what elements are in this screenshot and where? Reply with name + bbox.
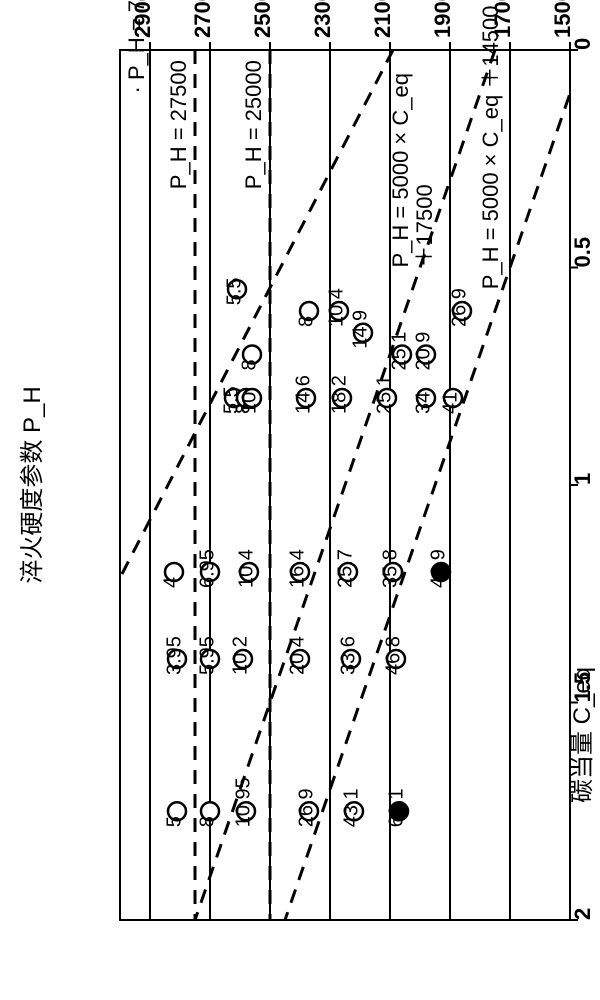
svg-text:23000: 23000 xyxy=(310,0,335,38)
svg-text:2: 2 xyxy=(570,908,595,920)
svg-text:P_H = 5000 × C_eq: P_H = 5000 × C_eq xyxy=(388,73,413,267)
svg-text:碳当量 C_eq: 碳当量 C_eq xyxy=(569,667,596,803)
svg-text:8: 8 xyxy=(295,316,317,327)
svg-text:0.5: 0.5 xyxy=(570,237,595,268)
svg-text:＋17500: ＋17500 xyxy=(412,184,437,267)
svg-text:34: 34 xyxy=(412,392,434,414)
svg-text:21000: 21000 xyxy=(370,0,395,38)
svg-text:41: 41 xyxy=(439,392,461,414)
svg-text:26.9: 26.9 xyxy=(295,788,317,827)
svg-text:15000: 15000 xyxy=(550,0,575,38)
svg-text:4: 4 xyxy=(160,577,182,588)
svg-text:10.4: 10.4 xyxy=(325,288,347,327)
scatter-chart: 1500017000190002100023000250002700029000… xyxy=(0,0,600,1000)
svg-text:1: 1 xyxy=(570,473,595,485)
svg-text:25.1: 25.1 xyxy=(373,375,395,414)
svg-text:5: 5 xyxy=(163,816,185,827)
svg-text:33.6: 33.6 xyxy=(337,636,359,675)
svg-text:10.2: 10.2 xyxy=(229,636,251,675)
svg-text:3.95: 3.95 xyxy=(163,636,185,675)
svg-text:20.4: 20.4 xyxy=(286,636,308,675)
svg-text:10.4: 10.4 xyxy=(235,549,257,588)
svg-text:16.4: 16.4 xyxy=(286,549,308,588)
svg-text:8: 8 xyxy=(238,359,260,370)
svg-text:43.1: 43.1 xyxy=(340,788,362,827)
svg-text:14.9: 14.9 xyxy=(349,310,371,349)
svg-text:5.5: 5.5 xyxy=(223,277,245,305)
svg-text:26.9: 26.9 xyxy=(448,288,470,327)
svg-text:19000: 19000 xyxy=(430,0,455,38)
svg-text:48.9: 48.9 xyxy=(427,549,449,588)
svg-text:60.1: 60.1 xyxy=(385,788,407,827)
svg-text:P_H = 27500: P_H = 27500 xyxy=(166,60,191,189)
svg-text:14.6: 14.6 xyxy=(292,375,314,414)
svg-text:46.8: 46.8 xyxy=(382,636,404,675)
svg-text:35.8: 35.8 xyxy=(379,549,401,588)
svg-text:18.2: 18.2 xyxy=(328,375,350,414)
svg-text:25.7: 25.7 xyxy=(334,549,356,588)
svg-text:25000: 25000 xyxy=(250,0,275,38)
svg-text:27000: 27000 xyxy=(190,0,215,38)
chart-svg: 1500017000190002100023000250002700029000… xyxy=(0,0,600,1000)
svg-text:P_H = 5000 × C_eq ＋14500: P_H = 5000 × C_eq ＋14500 xyxy=(478,5,503,289)
svg-text:淬火硬度参数 P_H: 淬火硬度参数 P_H xyxy=(19,386,46,583)
svg-text:6.95: 6.95 xyxy=(196,549,218,588)
svg-text:8: 8 xyxy=(196,816,218,827)
svg-text:20.9: 20.9 xyxy=(412,332,434,371)
svg-text:0: 0 xyxy=(570,38,595,50)
svg-text:5.95: 5.95 xyxy=(196,636,218,675)
svg-text:25.1: 25.1 xyxy=(388,332,410,371)
svg-text:· P_H = 7500 × C_eq ＋20900: · P_H = 7500 × C_eq ＋20900 xyxy=(124,0,149,94)
svg-text:10.95: 10.95 xyxy=(232,777,254,827)
svg-text:10: 10 xyxy=(238,392,260,414)
svg-text:P_H = 25000: P_H = 25000 xyxy=(241,60,266,189)
